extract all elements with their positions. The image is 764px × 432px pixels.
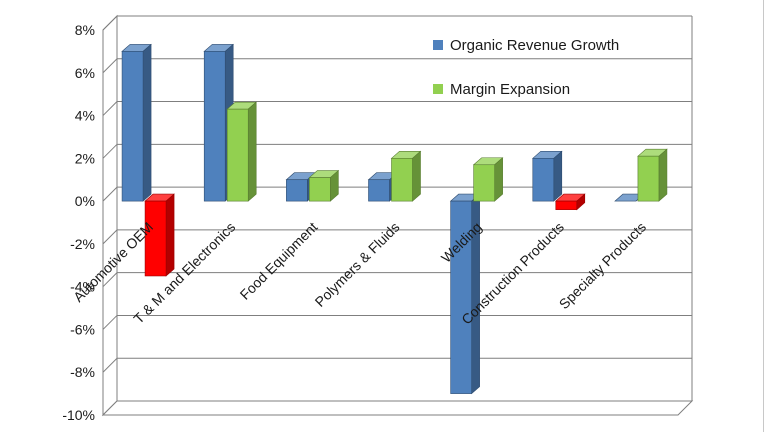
y-tick-label: -8% [70,364,95,380]
gridline [102,314,692,330]
y-tick-label: 4% [75,108,95,124]
legend-swatch-margin-expansion [433,84,443,94]
gridline [102,143,692,159]
legend-label-organic-revenue-growth: Organic Revenue Growth [450,36,620,54]
y-tick-label: -4% [70,279,95,295]
y-tick-label: 6% [75,65,95,81]
x-tick-label-polymers-fluids: Polymers & Fluids [312,219,403,310]
gridline [102,58,692,74]
bar-margin-expansion-welding [472,157,504,202]
bar-margin-expansion-polymers-fluids [390,150,422,202]
gridline [102,101,692,116]
y-tick-label: 0% [75,193,95,209]
legend-item-margin-expansion: Margin Expansion [433,80,619,98]
bar-margin-expansion-automotive-oem [144,193,175,277]
bar-margin-expansion-food-equipment [308,169,340,202]
gridline [102,229,692,245]
floor [101,400,694,416]
y-tick-label: 8% [75,22,95,38]
y-tick-label: 2% [75,150,95,166]
bar-organic-revenue-growth-automotive-oem [121,43,152,202]
x-tick-label-specialty-products: Specialty Products [556,219,649,312]
y-tick-label: -10% [62,407,95,423]
y-tick-label: -2% [70,236,95,252]
y-tick-label: -6% [70,321,95,337]
bar-margin-expansion-t-m-and-electronics [226,101,258,202]
legend-label-margin-expansion: Margin Expansion [450,80,571,98]
legend-swatch-organic-revenue-growth [433,40,443,50]
gridline [102,15,692,31]
x-tick-label-food-equipment: Food Equipment [237,219,321,303]
chart-legend: Organic Revenue Growth Margin Expansion [433,36,619,124]
side-wall [102,14,118,417]
gridline [102,357,692,373]
legend-item-organic-revenue-growth: Organic Revenue Growth [433,36,619,54]
bar-organic-revenue-growth-welding [449,193,481,395]
bar-margin-expansion-construction-products [554,193,586,211]
bar-organic-revenue-growth-construction-products [531,150,563,202]
bar-margin-expansion-specialty-products [637,148,668,202]
gridline [102,272,692,288]
